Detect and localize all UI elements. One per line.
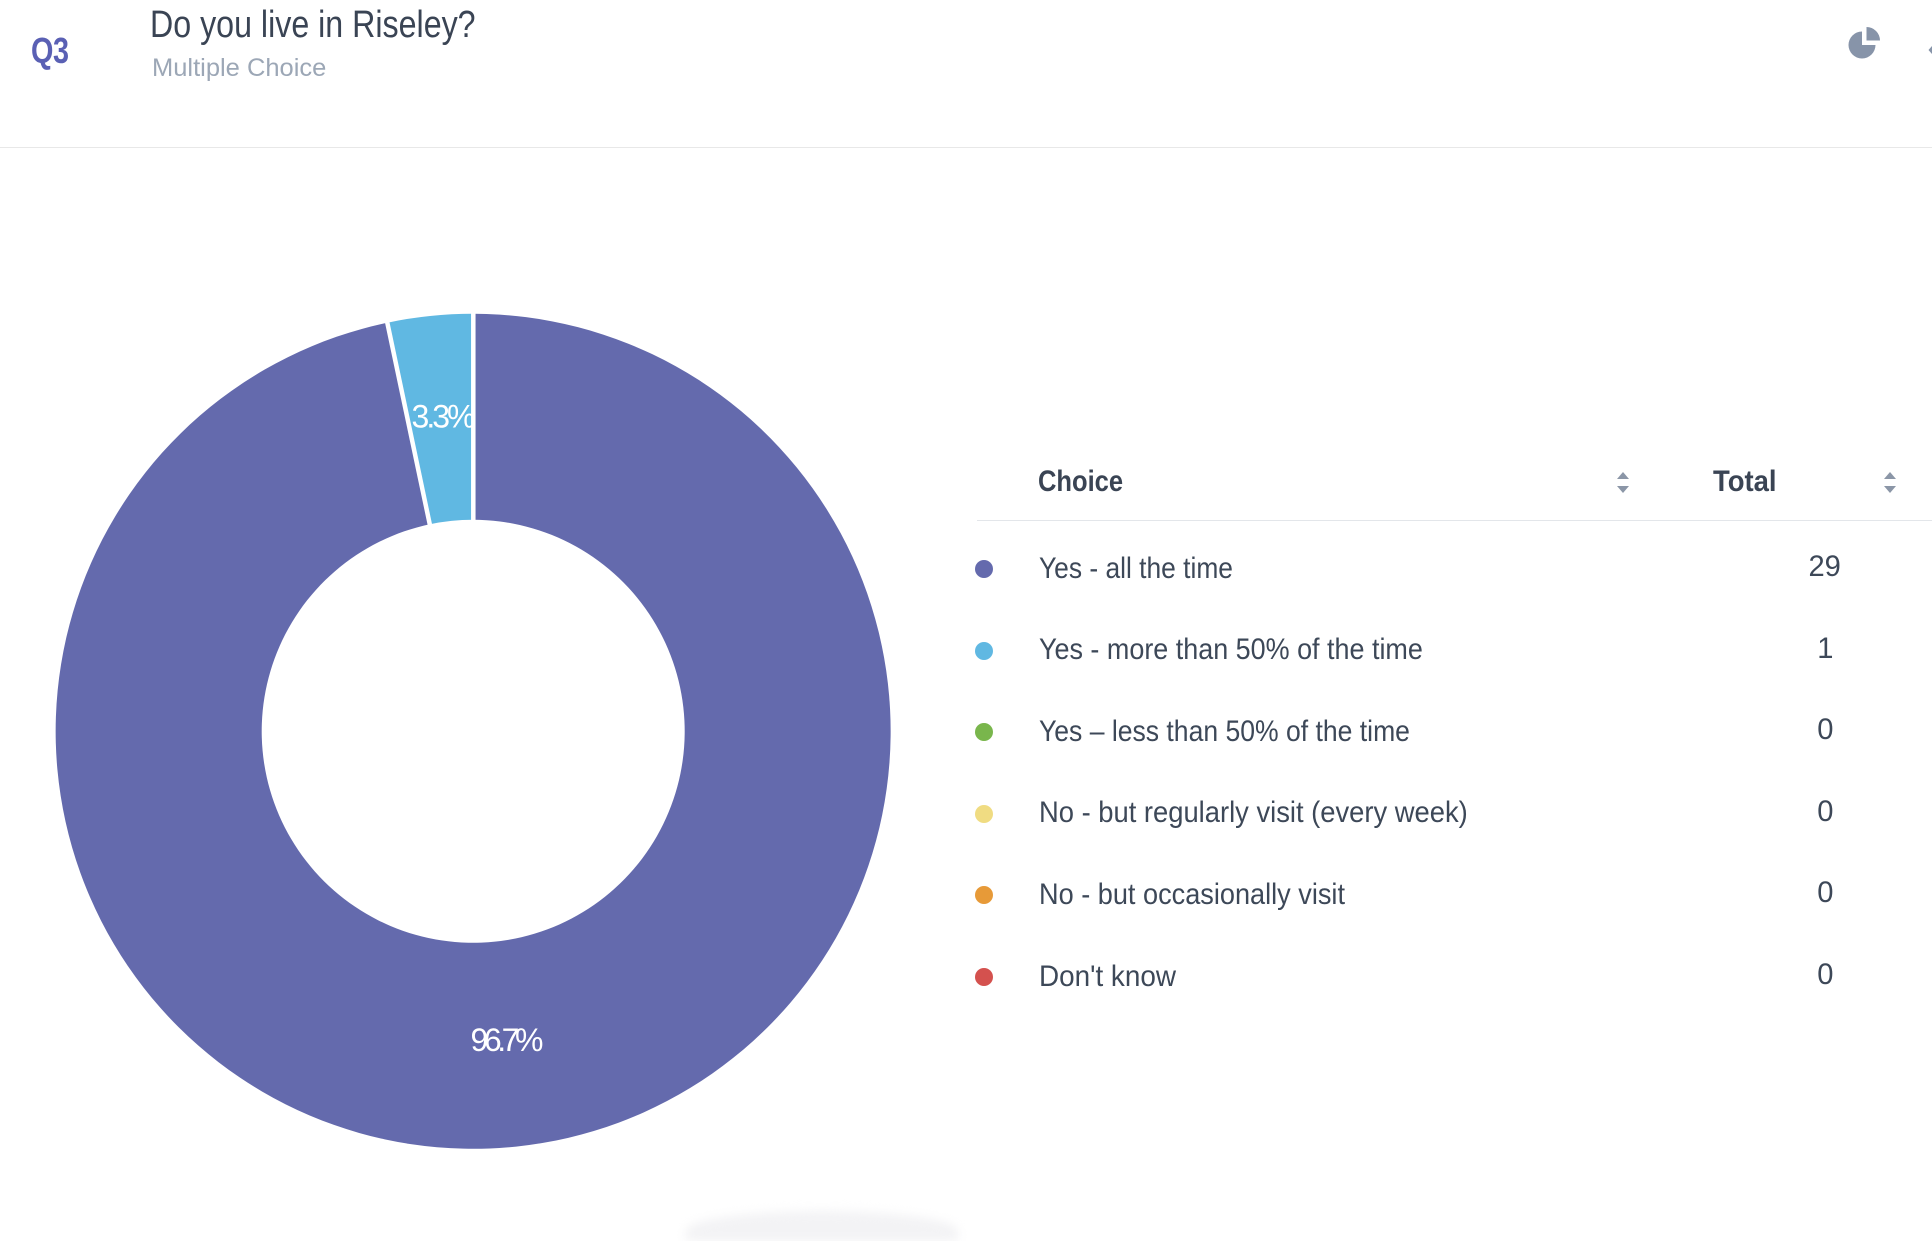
svg-text:3.3%: 3.3%	[412, 399, 476, 435]
svg-text:96.7%: 96.7%	[471, 1022, 544, 1058]
